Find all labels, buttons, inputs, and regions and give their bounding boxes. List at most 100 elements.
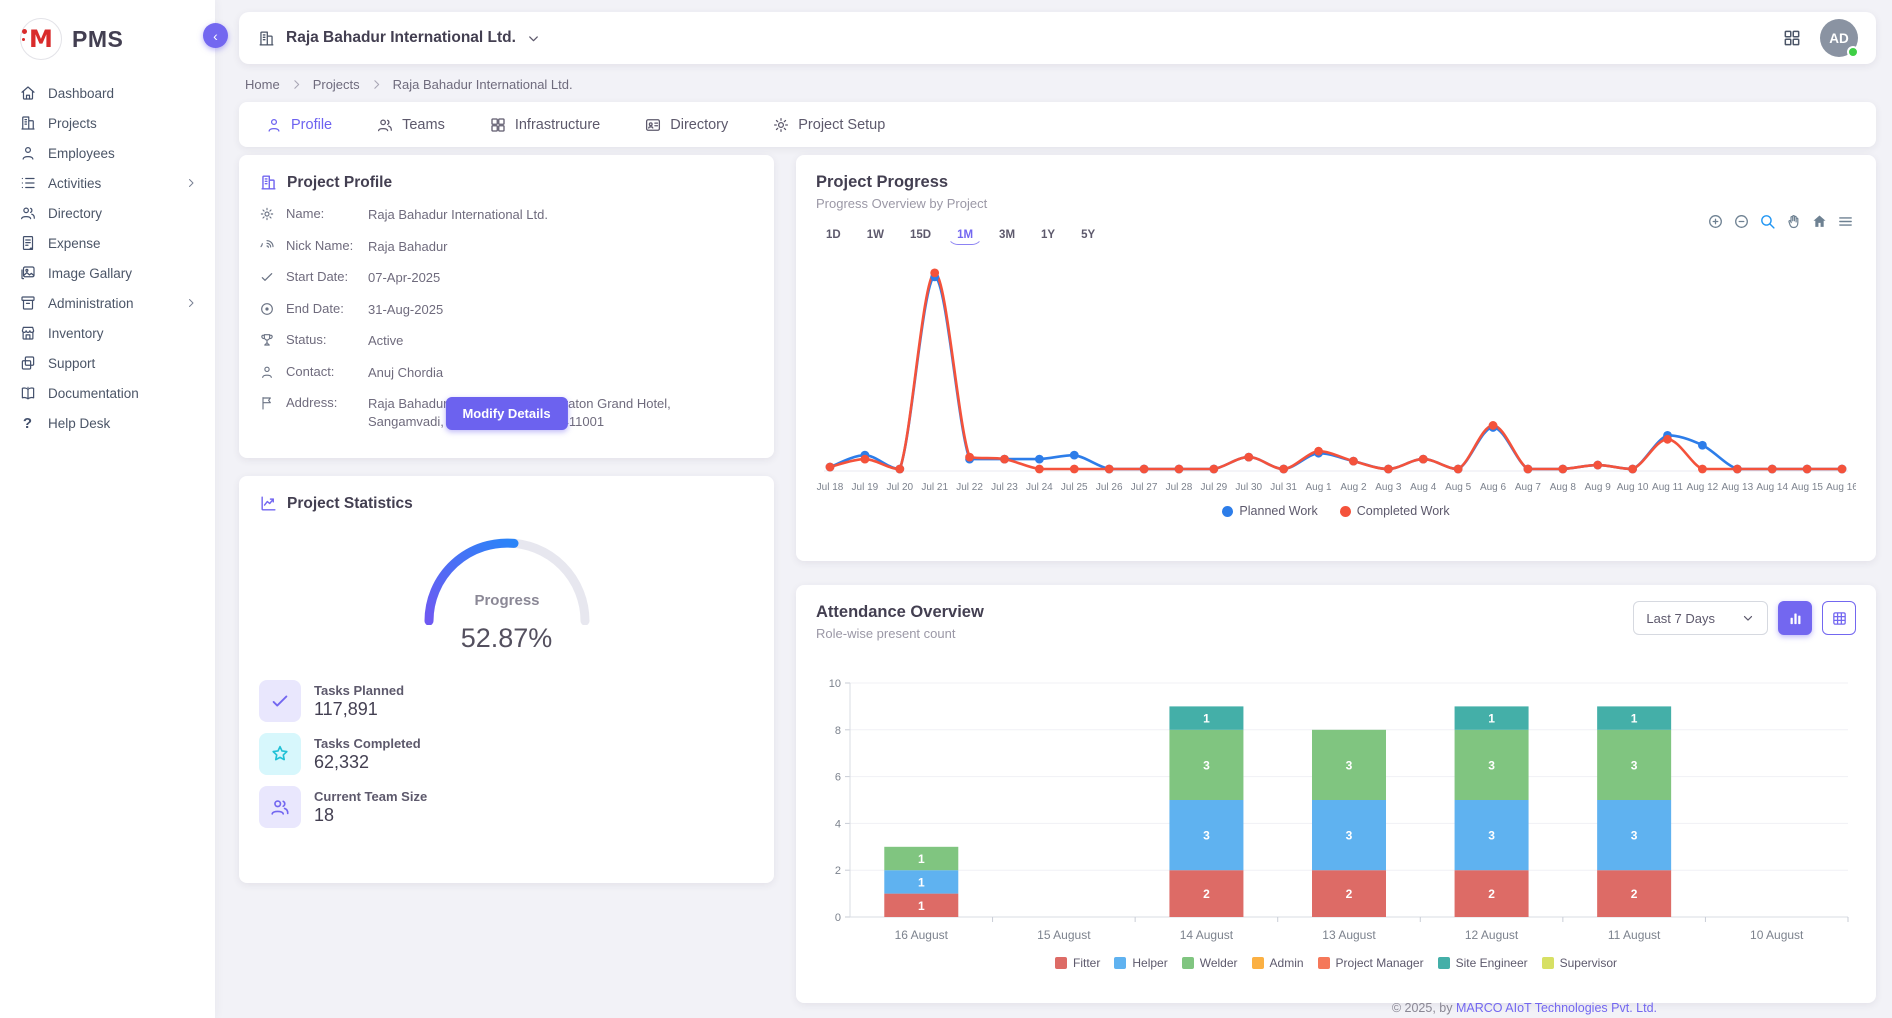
legend-label: Completed Work xyxy=(1357,504,1450,518)
project-progress-chart[interactable]: Jul 18Jul 19Jul 20Jul 21Jul 22Jul 23Jul … xyxy=(816,249,1856,502)
sidebar-item-employees[interactable]: Employees xyxy=(18,138,197,168)
data-point xyxy=(1524,465,1533,474)
breadcrumb-home[interactable]: Home xyxy=(245,77,280,92)
zoom-in-icon[interactable] xyxy=(1707,213,1724,230)
legend-item[interactable]: Project Manager xyxy=(1318,956,1424,970)
user-avatar[interactable]: AD xyxy=(1820,19,1858,57)
sidebar-item-label: Projects xyxy=(48,116,97,131)
legend-item[interactable]: Site Engineer xyxy=(1438,956,1528,970)
bar-segment-label: 1 xyxy=(918,852,925,866)
data-point xyxy=(1105,465,1114,474)
sidebar-item-inventory[interactable]: Inventory xyxy=(18,318,197,348)
tab-teams[interactable]: Teams xyxy=(376,116,445,134)
chevron-down-icon xyxy=(1741,611,1755,625)
data-point xyxy=(826,463,835,472)
x-axis-label: 14 August xyxy=(1180,928,1234,942)
tab-project-setup[interactable]: Project Setup xyxy=(772,116,885,134)
project-statistics-card: Project Statistics xyxy=(239,476,774,883)
field-end-date: End Date: 31-Aug-2025 xyxy=(259,301,754,319)
sidebar-item-expense[interactable]: Expense xyxy=(18,228,197,258)
check-icon xyxy=(259,680,301,722)
sidebar-item-documentation[interactable]: Documentation xyxy=(18,378,197,408)
attendance-range-select[interactable]: Last 7 Days xyxy=(1633,601,1768,635)
legend-item[interactable]: Helper xyxy=(1114,956,1167,970)
receipt-icon xyxy=(18,234,37,253)
sidebar-item-directory[interactable]: Directory xyxy=(18,198,197,228)
modify-details-button[interactable]: Modify Details xyxy=(445,397,567,430)
building-icon xyxy=(257,29,276,48)
top-header: Raja Bahadur International Ltd. AD xyxy=(239,12,1876,64)
company-selector[interactable]: Raja Bahadur International Ltd. xyxy=(257,29,541,48)
avatar-initials: AD xyxy=(1829,31,1849,46)
bar-chart-legend: Fitter Helper Welder Admin Project Manager Si… xyxy=(816,956,1856,970)
legend-item[interactable]: Planned Work xyxy=(1222,504,1317,518)
tab-directory[interactable]: Directory xyxy=(644,116,728,134)
bar-segment-label: 1 xyxy=(1488,712,1495,726)
menu-icon[interactable] xyxy=(1837,213,1854,230)
field-nick-name: Nick Name: Raja Bahadur xyxy=(259,238,754,256)
table-view-button[interactable] xyxy=(1822,601,1856,635)
bar-view-button[interactable] xyxy=(1778,601,1812,635)
x-axis-label: Jul 31 xyxy=(1270,482,1297,493)
gear-icon xyxy=(772,116,790,134)
sidebar-item-support[interactable]: Support xyxy=(18,348,197,378)
sidebar-item-activities[interactable]: Activities xyxy=(18,168,197,198)
zoom-out-icon[interactable] xyxy=(1733,213,1750,230)
person-icon xyxy=(265,116,283,134)
sidebar-item-help-desk[interactable]: ? Help Desk xyxy=(18,408,197,438)
sidebar-item-dashboard[interactable]: Dashboard xyxy=(18,78,197,108)
legend-swatch xyxy=(1114,957,1126,969)
chevron-right-icon xyxy=(185,297,197,309)
legend-item[interactable]: Welder xyxy=(1182,956,1238,970)
selection-zoom-icon[interactable] xyxy=(1759,213,1776,230)
sidebar-item-projects[interactable]: Projects xyxy=(18,108,197,138)
legend-item[interactable]: Fitter xyxy=(1055,956,1100,970)
question-mark-icon: ? xyxy=(18,414,37,433)
legend-item[interactable]: Supervisor xyxy=(1542,956,1617,970)
range-5y[interactable]: 5Y xyxy=(1071,225,1105,245)
attendance-chart[interactable]: 024681011116 August15 August233114 Augus… xyxy=(816,671,1856,954)
data-point xyxy=(965,453,974,462)
pan-icon[interactable] xyxy=(1785,213,1802,230)
range-3m[interactable]: 3M xyxy=(989,225,1025,245)
breadcrumb-projects[interactable]: Projects xyxy=(313,77,360,92)
range-1d[interactable]: 1D xyxy=(816,225,851,245)
field-value: Anuj Chordia xyxy=(368,364,443,382)
attendance-overview-card: Attendance Overview Role-wise present co… xyxy=(796,585,1876,1003)
footer-company-link[interactable]: MARCO AIoT Technologies Pvt. Ltd. xyxy=(1456,1001,1657,1015)
home-reset-icon[interactable] xyxy=(1811,213,1828,230)
people-icon xyxy=(376,116,394,134)
person-icon xyxy=(259,364,276,381)
chart-toolbar xyxy=(1707,213,1854,230)
data-point xyxy=(895,465,904,474)
field-value: Raja Bahadur International Ltd. xyxy=(368,206,548,224)
range-1m[interactable]: 1M xyxy=(947,225,983,245)
sidebar-collapse-button[interactable]: ‹ xyxy=(203,23,228,48)
range-1w[interactable]: 1W xyxy=(857,225,894,245)
tab-infrastructure[interactable]: Infrastructure xyxy=(489,116,600,134)
sidebar-item-label: Activities xyxy=(48,176,101,191)
bar-segment-label: 3 xyxy=(1203,758,1210,772)
sidebar-item-label: Support xyxy=(48,356,95,371)
chevron-right-icon xyxy=(290,78,303,91)
bar-segment-label: 1 xyxy=(918,875,925,889)
range-15d[interactable]: 15D xyxy=(900,225,941,245)
sidebar-item-administration[interactable]: Administration xyxy=(18,288,197,318)
range-1y[interactable]: 1Y xyxy=(1031,225,1065,245)
field-label: End Date: xyxy=(286,301,358,316)
legend-swatch xyxy=(1340,506,1351,517)
tab-profile[interactable]: Profile xyxy=(265,116,332,134)
footer-text: © 2025, by xyxy=(1392,1001,1456,1015)
grid-menu-icon[interactable] xyxy=(1782,28,1802,48)
field-label: Address: xyxy=(286,395,358,410)
legend-item[interactable]: Admin xyxy=(1252,956,1304,970)
data-point xyxy=(1733,465,1742,474)
legend-item[interactable]: Completed Work xyxy=(1340,504,1450,518)
app-logo[interactable]: M PMS xyxy=(18,14,197,78)
stat-tasks-planned: Tasks Planned 117,891 xyxy=(259,680,754,722)
table-icon xyxy=(1831,610,1848,627)
sidebar-item-label: Documentation xyxy=(48,386,139,401)
sidebar-item-image-gallery[interactable]: Image Gallary xyxy=(18,258,197,288)
data-point xyxy=(1698,465,1707,474)
x-axis-label: Jul 21 xyxy=(921,482,948,493)
